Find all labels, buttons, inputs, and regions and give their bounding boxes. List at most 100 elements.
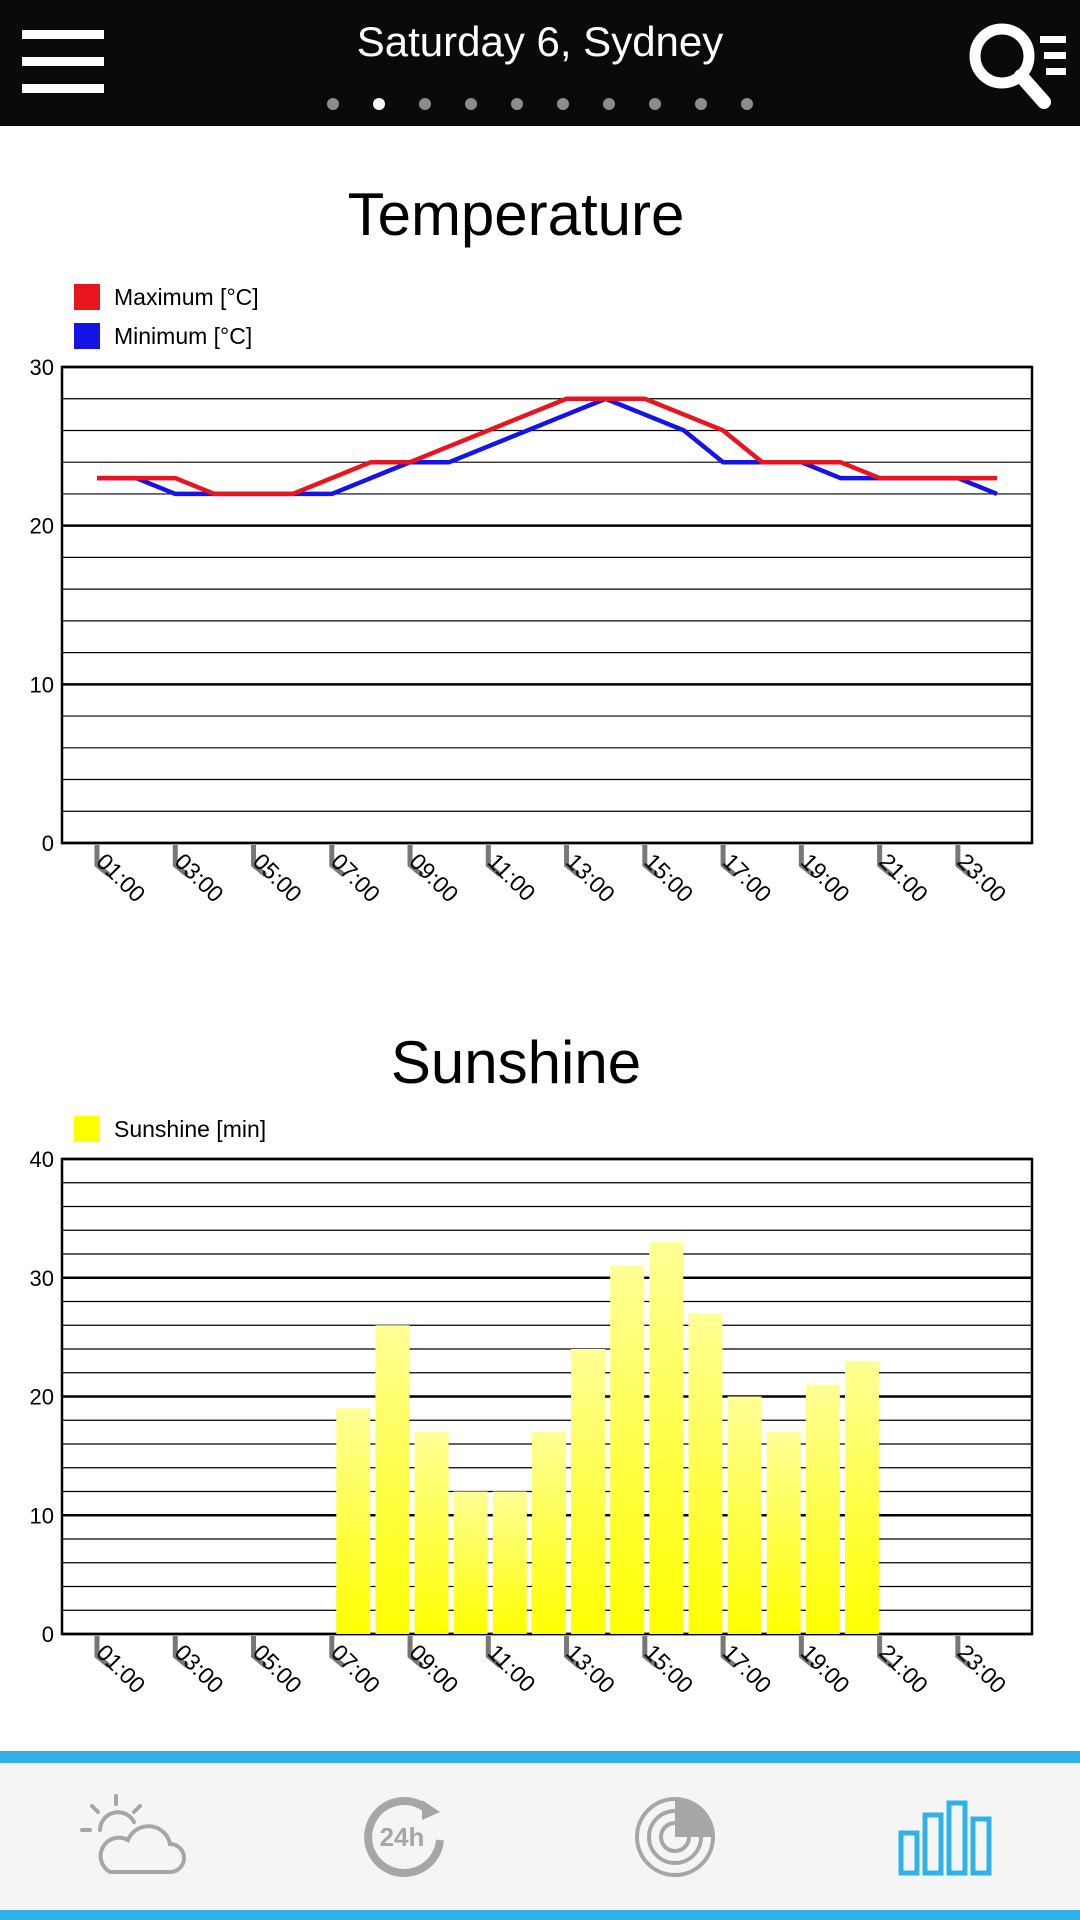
temperature-x-tick-mark bbox=[564, 845, 581, 877]
nav-top-border bbox=[0, 1751, 1080, 1763]
sunshine-bar bbox=[531, 1432, 566, 1634]
page-dot[interactable] bbox=[741, 98, 753, 110]
sunshine-x-tick-label: 11:00 bbox=[483, 1639, 541, 1697]
temperature-x-tick-label: 19:00 bbox=[796, 848, 855, 907]
page-indicator bbox=[0, 98, 1080, 118]
minimum-temperature-line bbox=[97, 396, 998, 497]
radar-icon bbox=[635, 1796, 715, 1877]
sunshine-x-tick-label: 09:00 bbox=[405, 1639, 464, 1698]
sunshine-y-tick-label: 30 bbox=[30, 1266, 54, 1291]
sunshine-x-tick-mark bbox=[251, 1636, 268, 1668]
sunshine-x-tick-mark bbox=[564, 1636, 581, 1668]
sunshine-x-tick-label: 01:00 bbox=[91, 1639, 150, 1698]
page-dot[interactable] bbox=[603, 98, 615, 110]
temperature-x-tick-label: 21:00 bbox=[874, 848, 933, 907]
maximum-temperature-line bbox=[97, 396, 997, 497]
page-dot[interactable] bbox=[557, 98, 569, 110]
sunshine-bar bbox=[688, 1313, 723, 1634]
temperature-y-tick-label: 20 bbox=[30, 514, 54, 539]
sunshine-x-tick-mark bbox=[955, 1636, 972, 1668]
sunshine-x-tick-label: 07:00 bbox=[326, 1639, 385, 1698]
temperature-y-tick-label: 0 bbox=[42, 831, 54, 856]
temperature-x-tick-label: 07:00 bbox=[326, 848, 385, 907]
temperature-x-tick-label: 23:00 bbox=[952, 848, 1011, 907]
sunshine-bar bbox=[492, 1491, 527, 1634]
sunshine-x-tick-mark bbox=[329, 1636, 346, 1668]
legend-swatch-sunshine bbox=[74, 1116, 100, 1142]
24h-forecast-icon: 24h bbox=[364, 1796, 444, 1877]
nav-item-charts[interactable] bbox=[810, 1763, 1080, 1910]
nav-item-24h[interactable]: 24h bbox=[270, 1763, 540, 1910]
page-dot[interactable] bbox=[373, 98, 385, 110]
sunshine-chart-title: Sunshine bbox=[390, 1029, 642, 1096]
sunshine-x-tick-mark bbox=[720, 1636, 737, 1668]
temperature-x-tick-label: 13:00 bbox=[561, 848, 620, 907]
legend-swatch-maximum bbox=[74, 284, 100, 310]
bottom-navigation: 24h bbox=[0, 1751, 1080, 1920]
sunshine-bar bbox=[336, 1408, 371, 1634]
page-dot[interactable] bbox=[419, 98, 431, 110]
page-dot[interactable] bbox=[465, 98, 477, 110]
sunshine-y-tick-label: 20 bbox=[30, 1385, 54, 1410]
sunshine-y-tick-label: 0 bbox=[42, 1622, 54, 1647]
hamburger-menu-icon-line bbox=[22, 57, 104, 66]
temperature-x-tick-label: 09:00 bbox=[405, 848, 464, 907]
temperature-x-tick-label: 11:00 bbox=[483, 848, 541, 906]
temperature-x-tick-mark bbox=[798, 845, 815, 877]
sunshine-bar bbox=[453, 1491, 488, 1634]
temperature-y-tick-label: 10 bbox=[30, 672, 54, 697]
temperature-chart: 0 10 20 30 01:00 03:00 05:00 07:00 09:00 11:00 13:… bbox=[30, 355, 1034, 907]
sunshine-x-tick-mark bbox=[642, 1636, 659, 1668]
temperature-x-tick-label: 05:00 bbox=[248, 848, 307, 907]
search-button[interactable] bbox=[960, 18, 1070, 114]
sunshine-x-tick-mark bbox=[798, 1636, 815, 1668]
temperature-x-tick-mark bbox=[877, 845, 894, 877]
sunshine-bar bbox=[571, 1349, 606, 1634]
sunshine-x-tick-label: 03:00 bbox=[170, 1639, 229, 1698]
sunshine-x-tick-label: 15:00 bbox=[639, 1639, 698, 1698]
top-app-bar: Saturday 6, Sydney bbox=[0, 0, 1080, 126]
sunshine-x-tick-mark bbox=[94, 1636, 111, 1668]
sunshine-bar bbox=[649, 1242, 684, 1634]
temperature-x-tick-label: 17:00 bbox=[718, 848, 777, 907]
page-dot[interactable] bbox=[649, 98, 661, 110]
sunshine-bar bbox=[805, 1384, 840, 1634]
sunshine-x-tick-label: 17:00 bbox=[718, 1639, 777, 1698]
nav-item-weather[interactable] bbox=[0, 1763, 270, 1910]
sunshine-x-tick-mark bbox=[407, 1636, 424, 1668]
temperature-y-tick-label: 30 bbox=[30, 355, 54, 380]
temperature-chart-title: Temperature bbox=[347, 181, 685, 248]
hamburger-menu-icon-line bbox=[22, 84, 104, 93]
temperature-x-tick-mark bbox=[720, 845, 737, 877]
svg-text:24h: 24h bbox=[380, 1822, 425, 1852]
sunshine-y-tick-label: 40 bbox=[30, 1147, 54, 1172]
sunshine-y-tick-label: 10 bbox=[30, 1503, 54, 1528]
legend-label-minimum: Minimum [°C] bbox=[114, 322, 253, 349]
temperature-plot-border bbox=[60, 365, 1034, 845]
nav-item-radar[interactable] bbox=[540, 1763, 810, 1910]
sunshine-bar bbox=[414, 1432, 449, 1634]
page-dot[interactable] bbox=[695, 98, 707, 110]
temperature-x-tick-label: 01:00 bbox=[91, 848, 150, 907]
sunshine-bar bbox=[727, 1396, 762, 1634]
page-title: Saturday 6, Sydney bbox=[356, 18, 724, 65]
temperature-x-tick-mark bbox=[642, 845, 659, 877]
menu-button[interactable] bbox=[22, 30, 104, 94]
temperature-x-tick-mark bbox=[329, 845, 346, 877]
page-dot[interactable] bbox=[511, 98, 523, 110]
search-list-icon bbox=[969, 23, 1066, 109]
temperature-x-tick-mark bbox=[172, 845, 189, 877]
temperature-x-tick-label: 15:00 bbox=[639, 848, 698, 907]
sunshine-bar bbox=[844, 1360, 879, 1634]
temperature-x-tick-mark bbox=[485, 845, 502, 877]
sunshine-x-tick-mark bbox=[172, 1636, 189, 1668]
legend-label-sunshine: Sunshine [min] bbox=[114, 1115, 267, 1142]
legend-item-sunshine: Sunshine [min] bbox=[74, 1116, 266, 1142]
page-dot[interactable] bbox=[327, 98, 339, 110]
temperature-x-tick-mark bbox=[955, 845, 972, 877]
legend-item-minimum: Minimum [°C] bbox=[74, 323, 252, 349]
sunshine-x-tick-label: 05:00 bbox=[248, 1639, 307, 1698]
legend-swatch-minimum bbox=[74, 323, 100, 349]
sunshine-x-tick-label: 21:00 bbox=[874, 1639, 933, 1698]
